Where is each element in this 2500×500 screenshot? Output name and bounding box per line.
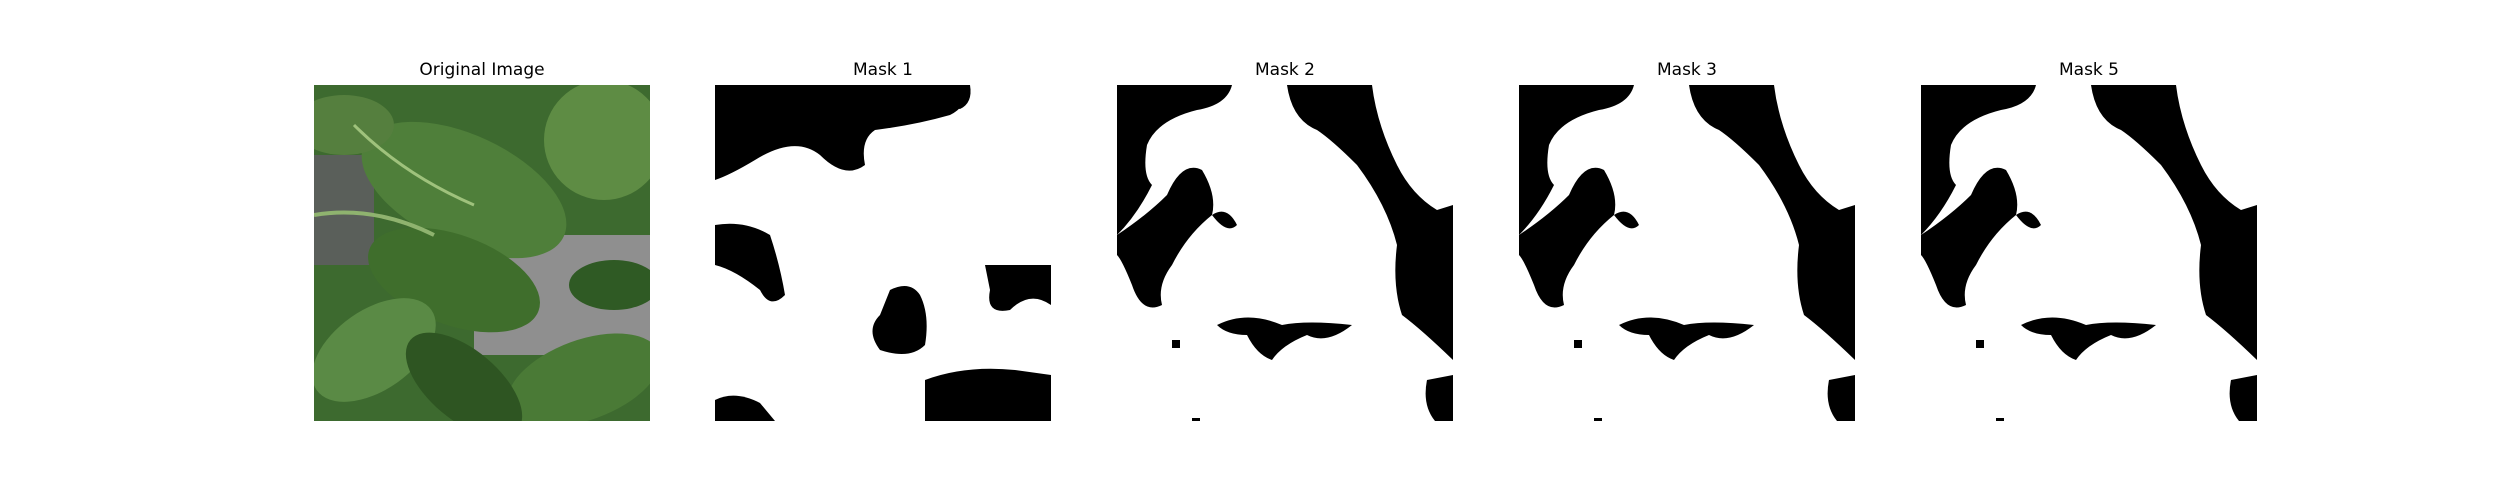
mask-1-image <box>715 85 1051 421</box>
panel-title-mask-1: Mask 1 <box>852 60 913 80</box>
mask-2-image <box>1117 85 1453 421</box>
panel-title-mask-2: Mask 2 <box>1254 60 1315 80</box>
panel-title-original: Original Image <box>419 60 545 80</box>
panel-title-mask-3: Mask 3 <box>1656 60 1717 80</box>
mask-3-panel <box>1519 85 1855 421</box>
leaf-photo <box>314 85 650 421</box>
mask-2-panel <box>1117 85 1453 421</box>
mask-5-panel <box>1921 85 2257 421</box>
mask-5-image <box>1921 85 2257 421</box>
original-image-panel <box>314 85 650 421</box>
mask-1-panel <box>715 85 1051 421</box>
panel-title-mask-5: Mask 5 <box>2058 60 2119 80</box>
mask-3-image <box>1519 85 1855 421</box>
